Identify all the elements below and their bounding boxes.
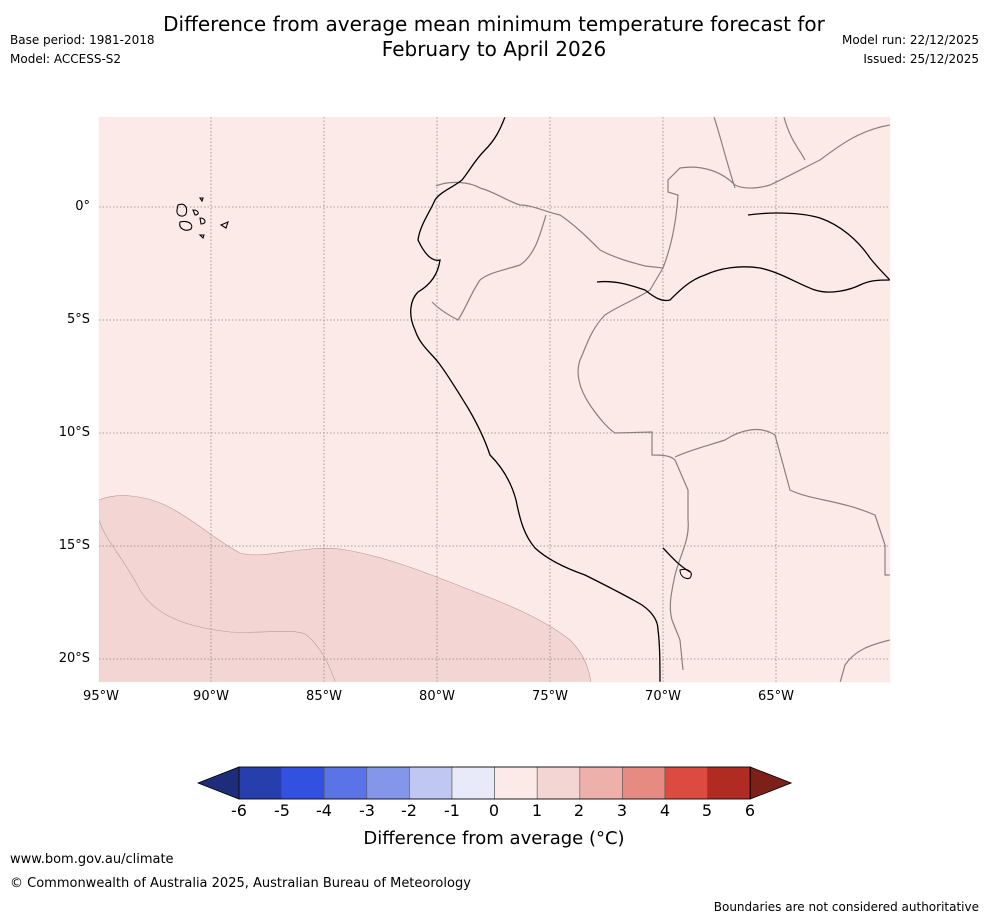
colorbar-segment <box>281 766 325 800</box>
colorbar-segment <box>536 766 581 800</box>
galapagos-islands <box>176 197 229 240</box>
lon-label-85w: 85°W <box>306 689 342 704</box>
lon-label-95w: 95°W <box>83 689 119 704</box>
colorbar-tick: -6 <box>231 801 247 820</box>
lat-label-0: 0° <box>75 199 90 214</box>
issued-text: Issued: 25/12/2025 <box>863 52 979 66</box>
lon-label-90w: 90°W <box>193 689 229 704</box>
colorbar-segment <box>622 766 666 800</box>
colorbar-tick: -3 <box>359 801 375 820</box>
colorbar-frame <box>238 766 751 800</box>
colorbar-segment <box>579 766 623 800</box>
lon-label-70w: 70°W <box>645 689 681 704</box>
colorbar-extend-low <box>196 766 240 800</box>
colorbar-segment <box>409 766 453 800</box>
colorbar-segment <box>323 766 368 800</box>
colorbar-tick: 2 <box>573 801 585 820</box>
lat-label-5s: 5°S <box>66 312 90 327</box>
title-line-2: February to April 2026 <box>381 37 607 61</box>
model-run-text: Model run: 22/12/2025 <box>841 33 979 47</box>
lake-titicaca <box>679 569 692 579</box>
colorbar-tick: -4 <box>316 801 332 820</box>
colorbar-tick: -2 <box>401 801 417 820</box>
colorbar-tick: 5 <box>701 801 713 820</box>
colorbar-tick: 6 <box>744 801 756 820</box>
colorbar-extend-high <box>749 766 793 800</box>
graticule <box>99 117 890 682</box>
base-period-text: Base period: 1981-2018 <box>10 33 155 47</box>
chart-title: Difference from average mean minimum tem… <box>0 12 988 62</box>
coastlines <box>410 117 890 682</box>
colorbar-segment <box>238 766 282 800</box>
colorbar-tick: 3 <box>616 801 628 820</box>
colorbar-tick: -1 <box>444 801 460 820</box>
lon-label-75w: 75°W <box>532 689 568 704</box>
colorbar-label: Difference from average (°C) <box>363 828 625 849</box>
lat-label-15s: 15°S <box>58 538 90 553</box>
colorbar-tick: -5 <box>274 801 290 820</box>
colorbar-segment <box>366 766 410 800</box>
map-frame <box>98 116 891 683</box>
model-text: Model: ACCESS-S2 <box>10 52 122 66</box>
country-borders <box>431 117 890 682</box>
boundary-disclaimer: Boundaries are not considered authoritat… <box>713 900 979 914</box>
colorbar-segment <box>707 766 751 800</box>
colorbar-tick: 0 <box>488 801 500 820</box>
lat-label-10s: 10°S <box>58 425 90 440</box>
lon-label-80w: 80°W <box>419 689 455 704</box>
anomaly-region-1-to-2 <box>99 495 592 682</box>
lon-label-65w: 65°W <box>758 689 794 704</box>
title-line-1: Difference from average mean minimum tem… <box>163 12 825 36</box>
colorbar-tick: 4 <box>659 801 671 820</box>
colorbar-tick: 1 <box>531 801 543 820</box>
colorbar-segment <box>451 766 495 800</box>
website-link[interactable]: www.bom.gov.au/climate <box>10 852 174 867</box>
colorbar-segment <box>494 766 538 800</box>
colorbar-segment <box>664 766 708 800</box>
copyright-text: © Commonwealth of Australia 2025, Austra… <box>10 876 471 891</box>
lat-label-20s: 20°S <box>58 651 90 666</box>
colorbar <box>196 766 793 800</box>
